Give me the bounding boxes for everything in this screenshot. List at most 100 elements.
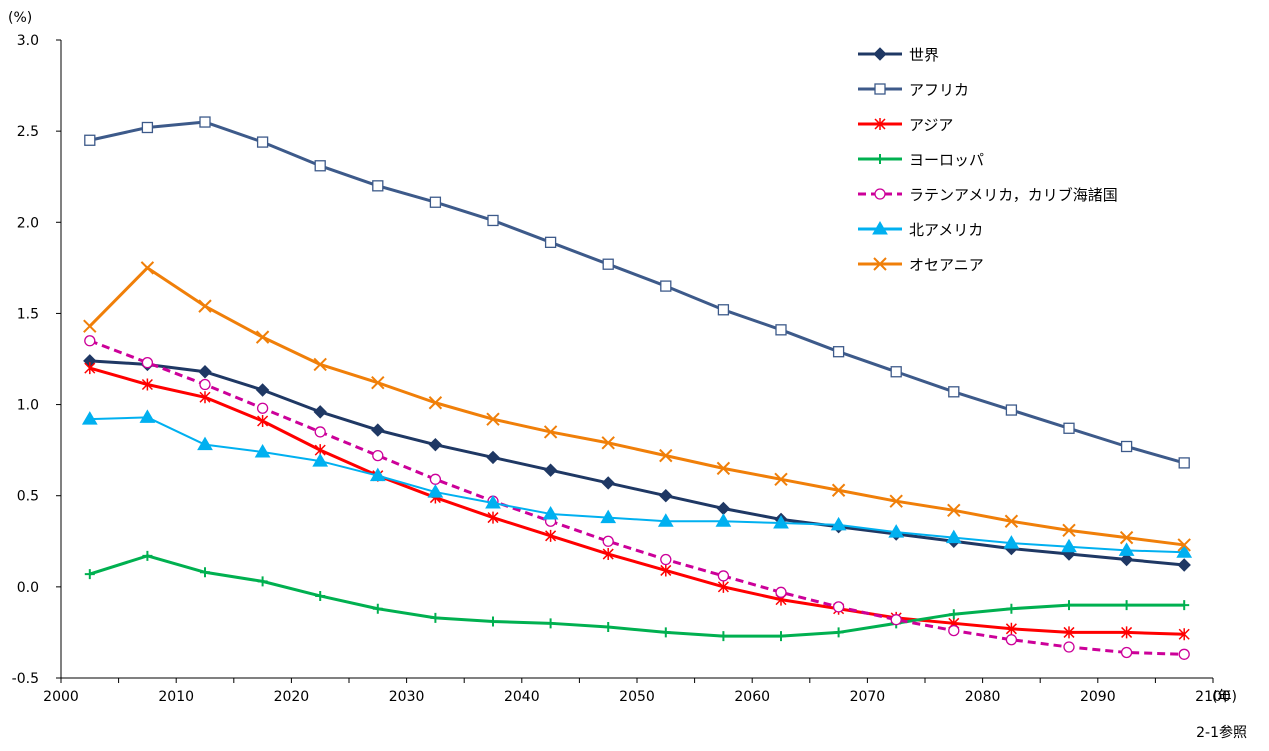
series-7: [83, 261, 1191, 552]
data-point: [486, 412, 500, 426]
data-point: [1061, 538, 1077, 553]
data-point: [1121, 600, 1132, 611]
data-point: [833, 627, 844, 638]
y-axis-unit-label: (%): [8, 10, 32, 26]
y-tick-label: 0.5: [17, 489, 39, 505]
data-point: [372, 180, 384, 192]
data-point: [948, 386, 960, 398]
y-axis-ticks: 3.0 2.5 2.0 1.5 1.0 0.5 0.0 -0.5: [12, 33, 61, 687]
data-point: [775, 586, 787, 598]
legend-item: アジア: [858, 116, 953, 134]
data-point: [256, 402, 269, 414]
data-point: [1177, 538, 1191, 552]
legend-label: 世界: [909, 46, 939, 64]
data-point: [832, 346, 845, 358]
legend-item: 世界: [858, 46, 939, 64]
legend-label: ラテンアメリカ，カリブ海諸国: [909, 186, 1118, 204]
legend-item: ヨーロッパ: [858, 151, 984, 169]
series-line: [89, 554, 1185, 638]
data-point: [1120, 440, 1133, 453]
legend-label: オセアニア: [909, 256, 984, 274]
data-point: [545, 529, 557, 542]
legend-swatch-marker: [874, 118, 886, 130]
data-point: [660, 564, 672, 577]
data-point: [486, 450, 500, 465]
data-point: [84, 335, 96, 347]
data-point: [1176, 544, 1193, 558]
data-point: [1178, 457, 1190, 469]
data-point: [660, 627, 671, 638]
data-point: [660, 280, 672, 292]
y-tick-label: 1.0: [17, 398, 39, 414]
legend-swatch-marker: [873, 257, 887, 271]
legend-item: アフリカ: [858, 81, 969, 99]
data-point: [142, 550, 153, 561]
data-point: [1064, 600, 1074, 611]
data-point: [602, 548, 614, 561]
data-point: [945, 529, 962, 544]
data-point: [198, 299, 212, 313]
data-point: [428, 396, 443, 410]
data-point: [659, 489, 673, 503]
data-point: [602, 258, 614, 270]
data-point: [1178, 648, 1190, 660]
reference-note: 2-1参照: [1196, 724, 1247, 741]
data-point: [948, 609, 959, 620]
data-point: [889, 494, 903, 508]
y-tick-label: -0.5: [12, 671, 39, 687]
data-point: [429, 196, 442, 208]
data-point: [1178, 628, 1190, 641]
x-axis-ticks: 2000 2010 2020 2030 2040 2050 2060 2070 2080 2090…: [43, 678, 1231, 705]
series-1: [83, 354, 1191, 572]
data-point: [81, 411, 98, 425]
data-point: [1121, 626, 1133, 639]
data-point: [888, 524, 905, 538]
data-point: [1177, 558, 1191, 572]
data-point: [315, 590, 326, 601]
series-4: [84, 550, 1190, 642]
legend-swatch-marker: [873, 47, 887, 61]
data-point: [774, 472, 788, 487]
data-point: [314, 160, 326, 172]
data-point: [1119, 530, 1134, 545]
data-point: [717, 570, 730, 582]
data-point: [198, 365, 212, 379]
data-point: [831, 483, 846, 497]
data-point: [600, 509, 617, 524]
data-point: [314, 426, 326, 438]
x-tick-label: 2100: [1195, 689, 1231, 705]
data-point: [1063, 626, 1075, 639]
data-point: [84, 569, 95, 580]
data-point: [140, 261, 155, 275]
data-point: [369, 467, 386, 482]
data-point: [544, 236, 557, 248]
data-point: [257, 414, 269, 427]
data-point: [257, 576, 268, 587]
data-point: [716, 461, 731, 476]
data-point: [543, 425, 558, 439]
data-point: [659, 448, 673, 463]
y-tick-label: 0.0: [17, 580, 39, 596]
x-tick-label: 2020: [274, 689, 310, 705]
data-point: [657, 513, 674, 527]
data-point: [371, 423, 385, 437]
data-point: [1006, 603, 1017, 614]
data-point: [832, 601, 845, 613]
legend-item: ラテンアメリカ，カリブ海諸国: [858, 186, 1118, 204]
data-point: [1062, 523, 1076, 538]
data-point: [197, 436, 213, 451]
y-tick-label: 2.5: [17, 124, 39, 140]
legend-swatch-marker: [875, 154, 885, 164]
data-point: [716, 501, 731, 516]
x-tick-label: 2070: [850, 689, 886, 705]
x-axis-unit-label: (年): [1212, 689, 1237, 705]
data-point: [1005, 404, 1018, 416]
data-point: [715, 513, 732, 527]
series-line: [89, 359, 1185, 567]
data-point: [200, 567, 210, 578]
data-point: [718, 631, 729, 642]
data-point: [139, 409, 156, 423]
data-point: [717, 304, 730, 316]
